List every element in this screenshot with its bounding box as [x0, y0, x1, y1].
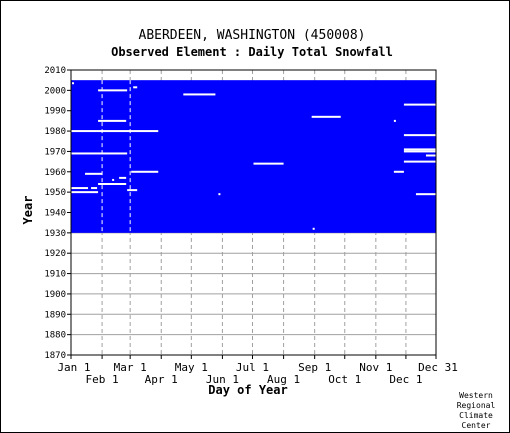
- missing-data-segment: [403, 148, 436, 151]
- missing-data-segment: [98, 119, 127, 122]
- missing-data-segment: [403, 134, 436, 137]
- y-tick-label: 1980: [44, 127, 66, 137]
- missing-data-segment: [98, 183, 127, 185]
- missing-data-segment: [311, 115, 341, 118]
- x-tick-label: Oct 1: [328, 373, 361, 386]
- y-tick-label: 1960: [44, 168, 66, 178]
- chart-subtitle: Observed Element : Daily Total Snowfall: [111, 45, 393, 59]
- y-tick-label: 2000: [44, 86, 66, 96]
- x-tick-label: Jan 1: [57, 361, 90, 374]
- credit-line: Center: [462, 421, 491, 430]
- missing-data-segment: [403, 150, 436, 153]
- x-axis-label: Day of Year: [208, 383, 287, 397]
- missing-data-segment: [71, 130, 159, 133]
- y-tick-label: 2010: [44, 66, 66, 76]
- missing-data-segment: [133, 86, 138, 89]
- data-coverage-block: [71, 80, 436, 233]
- y-tick-label: 1930: [44, 229, 66, 239]
- missing-data-segment: [112, 178, 115, 181]
- credit-line: Regional: [457, 401, 496, 410]
- missing-data-segment: [71, 152, 128, 155]
- x-tick-label: May 1: [175, 361, 208, 374]
- x-tick-label: Feb 1: [86, 373, 119, 386]
- x-tick-label: Aug 1: [267, 373, 300, 386]
- missing-data-segment: [253, 162, 284, 165]
- missing-data-segment: [119, 176, 127, 179]
- x-tick-label: Jun 1: [206, 373, 239, 386]
- x-tick-label: Jul 1: [236, 361, 269, 374]
- y-axis-label: Year: [21, 196, 35, 225]
- missing-data-segment: [131, 170, 159, 173]
- chart-title: ABERDEEN, WASHINGTON (450008): [139, 28, 366, 43]
- y-tick-label: 1910: [44, 270, 66, 280]
- x-tick-label: Apr 1: [145, 373, 178, 386]
- y-tick-label: 1870: [44, 351, 66, 361]
- missing-data-segment: [403, 160, 436, 163]
- missing-data-segment: [403, 103, 436, 106]
- missing-data-segment: [393, 119, 396, 122]
- x-tick-label: Mar 1: [114, 361, 147, 374]
- y-tick-label: 1920: [44, 249, 66, 259]
- missing-data-segment: [127, 189, 138, 192]
- y-tick-label: 1900: [44, 290, 66, 300]
- missing-data-segment: [425, 154, 436, 157]
- missing-data-segment: [91, 187, 98, 190]
- missing-data-segment: [71, 191, 99, 194]
- y-tick-label: 1880: [44, 331, 66, 341]
- y-tick-label: 1990: [44, 107, 66, 117]
- y-tick-label: 1890: [44, 310, 66, 320]
- missing-data-segment: [183, 93, 216, 96]
- x-tick-label: Dec 1: [389, 373, 422, 386]
- y-tick-label: 1970: [44, 147, 66, 157]
- missing-data-segment: [71, 187, 89, 190]
- credit-line: Western: [459, 391, 493, 400]
- missing-data-segment: [415, 193, 436, 196]
- x-tick-label: Dec 31: [418, 361, 458, 374]
- missing-data-segment: [218, 193, 221, 196]
- x-tick-label: Sep 1: [298, 361, 331, 374]
- y-tick-label: 1950: [44, 188, 66, 198]
- missing-data-segment: [85, 172, 103, 175]
- x-tick-label: Nov 1: [359, 361, 392, 374]
- y-tick-label: 1940: [44, 209, 66, 219]
- missing-data-segment: [393, 170, 404, 173]
- missing-data-segment: [72, 82, 75, 85]
- missing-data-segment: [98, 89, 128, 92]
- missing-data-segment: [312, 227, 315, 230]
- credit-line: Climate: [459, 411, 493, 420]
- plot-area: 2010 2000 1990 1980 1970 1960 1950 1940 1930 1920…: [44, 66, 458, 386]
